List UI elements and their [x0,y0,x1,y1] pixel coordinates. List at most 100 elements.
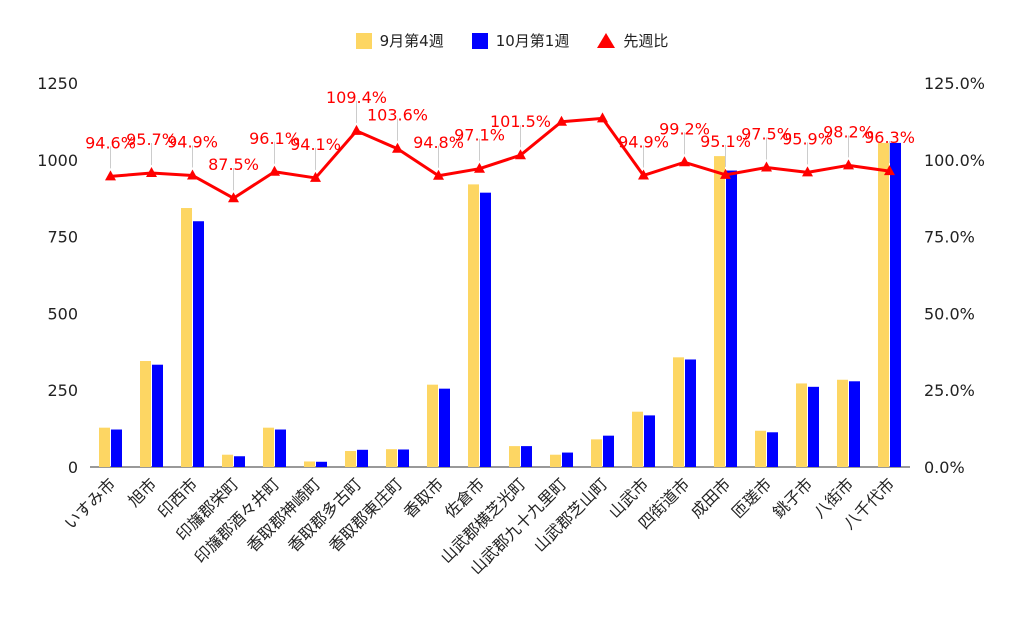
legend-item-series-1[interactable]: 9月第4週 [355,30,444,51]
line-point-先週比 [146,167,157,178]
line-layer [105,112,895,203]
data-label-先週比: 109.4% [326,88,387,107]
x-tick-label: 香取市 [400,474,447,521]
bar-9月第4週 [591,439,602,467]
line-point-先週比 [228,192,239,203]
data-label-先週比: 94.9% [618,132,669,151]
bar-9月第4週 [673,357,684,467]
data-label-先週比: 103.6% [367,106,428,125]
line-point-先週比 [474,162,485,173]
bar-9月第4週 [263,427,274,467]
bar-10月第1週 [767,432,778,467]
bar-10月第1週 [357,449,368,467]
bar-10月第1週 [521,446,532,467]
x-tick-label: 匝瑳市 [728,474,775,521]
data-label-先週比: 96.3% [864,128,915,147]
data-label-先週比: 101.5% [490,112,551,131]
line-point-先週比 [433,169,444,180]
bar-10月第1週 [849,381,860,467]
data-label-先週比: 99.2% [659,119,710,138]
bar-10月第1週 [562,452,573,467]
bar-9月第4週 [140,361,151,467]
bar-9月第4週 [345,451,356,467]
bar-10月第1週 [152,364,163,467]
y-right-tick-label: 0.0% [924,458,965,477]
data-label-先週比: 87.5% [208,155,259,174]
line-point-先週比 [884,165,895,176]
data-label-先週比: 98.2% [823,122,874,141]
y-left-tick-label: 250 [47,381,78,400]
x-tick-label: 銚子市 [769,474,816,521]
bars-layer [99,142,901,468]
bar-10月第1週 [685,359,696,467]
x-tick-label: 成田市 [687,474,734,521]
bar-10月第1週 [439,388,450,467]
legend-swatch-series-2 [471,32,488,49]
bar-10月第1週 [234,456,245,467]
bar-10月第1週 [808,386,819,467]
line-point-先週比 [515,149,526,160]
bar-9月第4週 [386,449,397,467]
legend-item-series-3[interactable]: 先週比 [597,30,668,51]
data-label-先週比: 95.7% [126,130,177,149]
line-point-先週比 [843,159,854,170]
legend-triangle-icon [597,33,616,48]
legend-label-series-1: 9月第4週 [379,32,444,50]
line-point-先週比 [802,166,813,177]
data-label-先週比: 94.1% [290,135,341,154]
y-left-tick-label: 500 [47,304,78,323]
line-point-先週比 [720,168,731,179]
legend-item-series-2[interactable]: 10月第1週 [471,30,570,51]
bar-9月第4週 [714,156,725,468]
bar-9月第4週 [837,379,848,467]
data-label-先週比: 94.9% [167,132,218,151]
bar-9月第4週 [509,446,520,467]
line-先週比 [110,116,890,200]
bar-9月第4週 [222,454,233,467]
bar-10月第1週 [726,170,737,467]
bar-9月第4週 [427,384,438,467]
y-left-tick-label: 1000 [37,151,78,170]
line-point-先週比 [310,171,321,182]
bar-10月第1週 [111,429,122,467]
data-label-先週比: 96.1% [249,129,300,148]
line-point-先週比 [269,165,280,176]
bar-9月第4週 [878,142,889,468]
line-point-先週比 [105,170,116,181]
bar-10月第1週 [480,192,491,467]
y-left-tick-label: 1250 [37,74,78,93]
bar-10月第1週 [316,461,327,467]
x-tick-label: いすみ市 [61,474,120,533]
bar-9月第4週 [550,454,561,467]
bar-9月第4週 [632,411,643,467]
legend-swatch-series-1 [355,32,372,49]
data-label-先週比: 97.5% [741,124,792,143]
y-right-tick-label: 75.0% [924,228,975,247]
bar-9月第4週 [468,184,479,467]
line-point-先週比 [679,156,690,167]
y-left-tick-label: 0 [68,458,78,477]
chart-legend: 9月第4週 10月第1週 先週比 [0,30,1024,51]
line-point-先週比 [556,115,567,126]
y-right-tick-label: 125.0% [924,74,985,93]
bar-10月第1週 [193,221,204,467]
bar-9月第4週 [99,427,110,467]
x-tick-label: 旭市 [124,474,160,510]
y-right-tick-label: 100.0% [924,151,985,170]
bar-10月第1週 [275,429,286,467]
line-point-先週比 [392,142,403,153]
y-right-tick-label: 25.0% [924,381,975,400]
data-label-先週比: 97.1% [454,126,505,145]
line-point-先週比 [638,169,649,180]
legend-label-series-2: 10月第1週 [495,32,570,50]
line-point-先週比 [761,161,772,172]
bar-9月第4週 [181,208,192,467]
line-point-先週比 [351,124,362,135]
line-point-先週比 [187,169,198,180]
data-label-先週比: 95.1% [700,132,751,151]
bar-9月第4週 [796,383,807,467]
data-label-先週比: 94.6% [85,133,136,152]
bar-9月第4週 [304,461,315,467]
legend-label-series-3: 先週比 [623,32,669,50]
